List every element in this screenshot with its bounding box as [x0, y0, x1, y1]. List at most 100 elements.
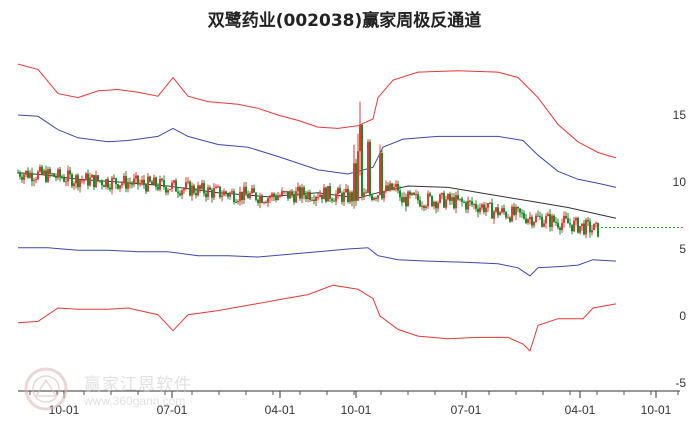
candle	[65, 177, 67, 187]
candle	[553, 214, 555, 224]
candle	[147, 172, 149, 193]
candle	[419, 196, 421, 208]
candle	[157, 182, 159, 192]
candle	[195, 188, 197, 199]
candle	[415, 189, 417, 200]
candle	[385, 180, 387, 194]
candle	[503, 204, 505, 216]
candle	[545, 213, 547, 229]
candle	[209, 185, 211, 191]
candle	[313, 194, 315, 205]
candle	[321, 194, 323, 204]
candle	[327, 185, 329, 202]
candle	[383, 190, 385, 202]
candle	[185, 177, 187, 191]
candle	[257, 198, 259, 206]
candle	[337, 186, 339, 199]
candle	[137, 175, 139, 190]
candle	[241, 191, 243, 205]
candle	[237, 199, 239, 205]
candle	[573, 217, 575, 233]
candle	[113, 174, 115, 180]
candle	[125, 171, 127, 193]
candle	[285, 190, 287, 194]
y-tick-label: 15	[673, 108, 687, 122]
candle	[239, 186, 241, 206]
candle	[499, 210, 501, 216]
candle	[293, 190, 295, 205]
candle	[265, 200, 267, 204]
x-tick-label: 07-01	[451, 403, 482, 417]
candle	[551, 213, 553, 232]
candle	[177, 187, 179, 198]
x-tick-label: 04-01	[565, 403, 596, 417]
candle	[493, 210, 495, 224]
candle	[433, 200, 435, 210]
candle	[523, 210, 525, 220]
candle	[249, 191, 251, 200]
candle	[225, 190, 227, 197]
candle	[581, 223, 583, 231]
candle	[91, 174, 93, 178]
candle	[575, 216, 577, 226]
candle	[487, 203, 489, 213]
candle	[439, 193, 441, 204]
candle	[19, 170, 21, 180]
candle	[71, 172, 73, 189]
candle	[29, 170, 31, 179]
candle	[481, 203, 483, 211]
candle	[319, 190, 321, 198]
candle	[259, 192, 261, 209]
candle	[67, 165, 69, 187]
candle	[529, 212, 531, 225]
candle	[167, 187, 169, 196]
candle	[451, 192, 453, 205]
candle	[247, 190, 249, 199]
candle	[75, 173, 77, 189]
candle	[437, 200, 439, 212]
candle	[537, 210, 539, 217]
candle	[159, 175, 161, 192]
candle	[467, 196, 469, 214]
candle	[417, 191, 419, 204]
candle	[117, 183, 119, 190]
candle	[73, 181, 75, 190]
candle	[197, 181, 199, 197]
candle	[115, 177, 117, 189]
candle	[199, 184, 201, 193]
candle	[391, 183, 393, 191]
candle	[215, 184, 217, 189]
candle	[193, 183, 195, 195]
candle	[161, 177, 163, 183]
candle	[213, 183, 215, 201]
candle	[105, 178, 107, 190]
candle	[521, 208, 523, 218]
candle	[547, 211, 549, 217]
candle	[187, 177, 189, 185]
watermark: 赢家江恩软件 www.360gann.com	[22, 366, 222, 416]
channel-lines	[17, 63, 617, 352]
candle	[141, 175, 143, 186]
candle	[191, 182, 193, 201]
candle	[317, 193, 319, 201]
candle	[595, 221, 597, 228]
candle	[491, 198, 493, 219]
candle	[465, 200, 467, 214]
candle	[335, 190, 337, 206]
candle	[315, 195, 317, 207]
chart-title: 双鹭药业(002038)赢家周极反通道	[207, 11, 482, 31]
candle	[483, 201, 485, 215]
candle	[447, 193, 449, 201]
candle	[497, 204, 499, 219]
candle	[303, 185, 305, 200]
candle	[535, 212, 537, 223]
candle	[51, 172, 53, 176]
candle	[231, 188, 233, 194]
candle	[119, 185, 121, 192]
candle	[469, 200, 471, 206]
channel-outer-upper	[17, 63, 617, 159]
candle	[409, 190, 411, 199]
candle	[373, 197, 375, 201]
candle	[349, 190, 351, 205]
